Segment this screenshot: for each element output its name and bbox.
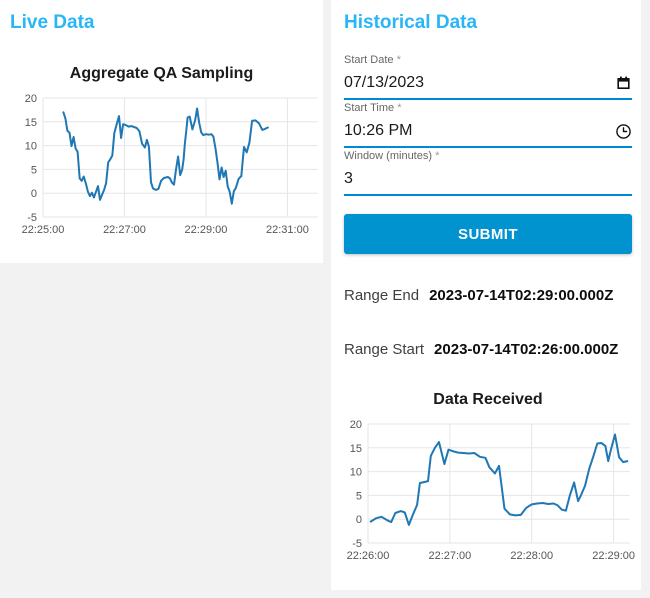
required-marker: * — [435, 150, 440, 162]
clock-icon[interactable] — [612, 123, 632, 140]
historical-data-panel: Historical Data Start Date * — [331, 0, 641, 590]
start-time-input[interactable] — [344, 118, 612, 144]
range-start-row: Range Start 2023-07-14T02:26:00.000Z — [344, 341, 618, 358]
start-time-field: Start Time * — [344, 102, 632, 148]
calendar-icon[interactable] — [612, 75, 632, 92]
historical-data-title: Historical Data — [344, 12, 478, 33]
svg-text:0: 0 — [356, 514, 362, 526]
live-chart: Aggregate QA Sampling -5 0 5 10 15 20 22:25:00… — [0, 64, 323, 242]
window-minutes-label-text: Window (minutes) — [344, 150, 433, 162]
svg-text:22:29:00: 22:29:00 — [592, 550, 635, 562]
range-start-value: 2023-07-14T02:26:00.000Z — [434, 341, 619, 358]
window-minutes-input[interactable] — [344, 166, 632, 192]
svg-text:15: 15 — [25, 117, 37, 129]
data-received-chart-title: Data Received — [433, 391, 543, 408]
start-date-label: Start Date * — [344, 54, 632, 68]
svg-text:22:31:00: 22:31:00 — [266, 224, 309, 236]
svg-text:5: 5 — [356, 490, 362, 502]
window-minutes-field: Window (minutes) * — [344, 150, 632, 196]
start-time-label: Start Time * — [344, 102, 632, 116]
range-end-label: Range End — [344, 287, 420, 304]
live-data-panel: Live Data Aggregate QA Sampling -5 0 5 10 15… — [0, 0, 323, 263]
svg-text:-5: -5 — [352, 538, 362, 550]
start-date-field: Start Date * — [344, 54, 632, 100]
start-date-input[interactable] — [344, 70, 612, 96]
data-received-chart-canvas: -5 0 5 10 15 20 22:26:00 22:27:00 22:28:00 22:29:… — [347, 419, 635, 562]
live-chart-title: Aggregate QA Sampling — [69, 65, 254, 82]
svg-text:22:26:00: 22:26:00 — [347, 550, 390, 562]
range-end-row: Range End 2023-07-14T02:29:00.000Z — [344, 287, 613, 304]
live-chart-canvas: -5 0 5 10 15 20 22:25:00 22:27:00 22:29:00 22:31:… — [22, 93, 318, 236]
svg-text:20: 20 — [25, 93, 37, 105]
svg-text:-5: -5 — [27, 212, 37, 224]
historical-form: Start Date * — [344, 54, 632, 198]
svg-text:0: 0 — [31, 188, 37, 200]
start-date-input-row — [344, 68, 632, 100]
required-marker: * — [396, 54, 401, 66]
window-minutes-input-row — [344, 164, 632, 196]
svg-text:22:25:00: 22:25:00 — [22, 224, 65, 236]
data-received-chart: Data Received -5 0 5 10 15 20 22:26:00 22:27:00… — [344, 390, 635, 568]
start-time-input-row — [344, 116, 632, 148]
range-start-label: Range Start — [344, 341, 425, 358]
svg-text:10: 10 — [350, 467, 362, 479]
svg-text:22:28:00: 22:28:00 — [510, 550, 553, 562]
live-data-title: Live Data — [10, 12, 95, 33]
start-date-label-text: Start Date — [344, 54, 394, 66]
svg-text:22:27:00: 22:27:00 — [428, 550, 471, 562]
svg-text:20: 20 — [350, 419, 362, 431]
svg-text:22:27:00: 22:27:00 — [103, 224, 146, 236]
submit-button[interactable]: SUBMIT — [344, 214, 632, 254]
svg-text:5: 5 — [31, 164, 37, 176]
range-end-value: 2023-07-14T02:29:00.000Z — [429, 287, 614, 304]
svg-text:15: 15 — [350, 443, 362, 455]
required-marker: * — [397, 102, 402, 114]
start-time-label-text: Start Time — [344, 102, 395, 114]
svg-text:10: 10 — [25, 141, 37, 153]
window-minutes-label: Window (minutes) * — [344, 150, 632, 164]
svg-text:22:29:00: 22:29:00 — [185, 224, 228, 236]
